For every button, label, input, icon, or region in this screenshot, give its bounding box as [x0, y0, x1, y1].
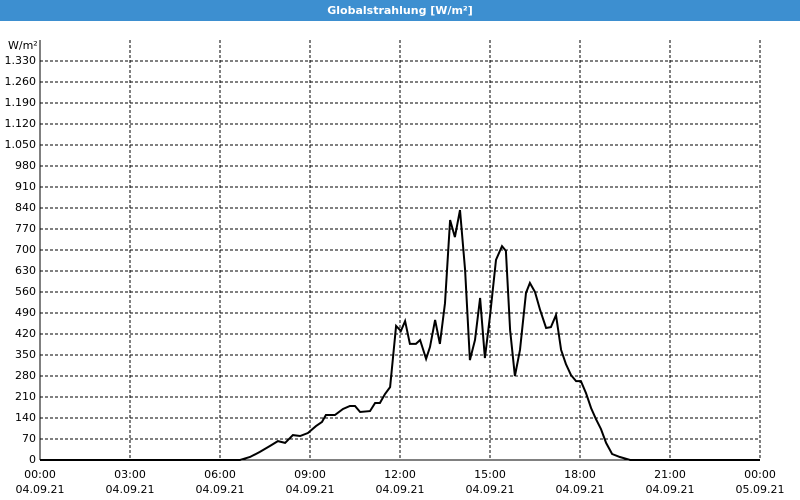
y-tick-label: 1.050	[5, 138, 37, 151]
x-tick-label: 18:00	[564, 468, 596, 481]
x-tick-date: 04.09.21	[466, 483, 515, 496]
y-tick-label: 1.260	[5, 75, 37, 88]
y-tick-label: 1.330	[5, 54, 37, 67]
x-tick-label: 09:00	[294, 468, 326, 481]
x-tick-date: 04.09.21	[106, 483, 155, 496]
y-tick-label: 1.120	[5, 117, 37, 130]
y-tick-label: 630	[15, 264, 36, 277]
y-tick-label: 560	[15, 285, 36, 298]
data-line	[40, 209, 760, 461]
y-tick-label: 770	[15, 222, 36, 235]
y-tick-label: 280	[15, 369, 36, 382]
x-tick-date: 05.09.21	[736, 483, 785, 496]
x-tick-label: 06:00	[204, 468, 236, 481]
y-tick-label: 70	[22, 432, 36, 445]
y-tick-label: 210	[15, 390, 36, 403]
x-tick-label: 03:00	[114, 468, 146, 481]
y-tick-label: 420	[15, 327, 36, 340]
y-tick-label: 490	[15, 306, 36, 319]
y-tick-label: 910	[15, 180, 36, 193]
y-axis-label: W/m²	[8, 39, 38, 52]
x-tick-label: 00:00	[24, 468, 56, 481]
y-tick-label: 1.190	[5, 96, 37, 109]
y-tick-label: 140	[15, 411, 36, 424]
y-tick-label: 0	[29, 453, 36, 466]
x-tick-label: 15:00	[474, 468, 506, 481]
x-tick-date: 04.09.21	[376, 483, 425, 496]
title-bar: Globalstrahlung [W/m²]	[0, 0, 800, 21]
x-tick-date: 04.09.21	[196, 483, 245, 496]
x-tick-date: 04.09.21	[16, 483, 65, 496]
y-tick-label: 980	[15, 159, 36, 172]
y-tick-label: 840	[15, 201, 36, 214]
x-tick-date: 04.09.21	[556, 483, 605, 496]
x-tick-label: 00:00	[744, 468, 776, 481]
x-tick-label: 12:00	[384, 468, 416, 481]
y-tick-label: 700	[15, 243, 36, 256]
x-tick-date: 04.09.21	[286, 483, 335, 496]
y-tick-label: 350	[15, 348, 36, 361]
x-tick-label: 21:00	[654, 468, 686, 481]
x-tick-date: 04.09.21	[646, 483, 695, 496]
